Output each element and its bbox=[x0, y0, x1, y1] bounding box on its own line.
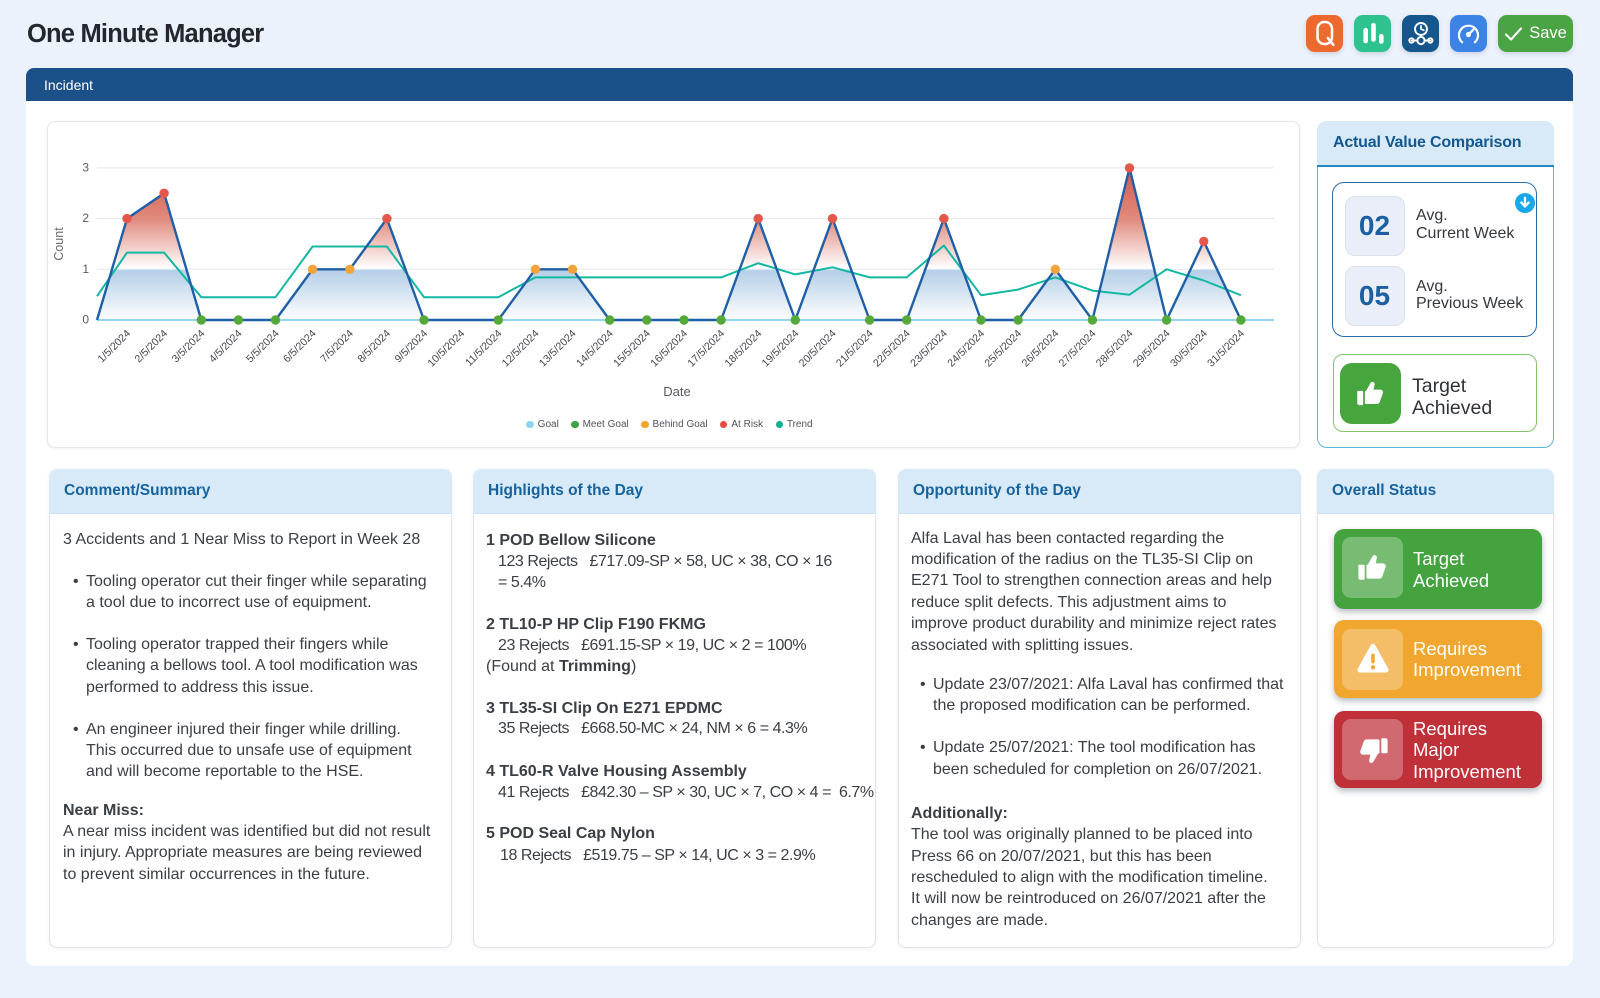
svg-text:30/5/2024: 30/5/2024 bbox=[1168, 328, 1210, 370]
svg-text:29/5/2024: 29/5/2024 bbox=[1131, 328, 1173, 370]
svg-text:18/5/2024: 18/5/2024 bbox=[723, 328, 765, 370]
svg-text:15/5/2024: 15/5/2024 bbox=[611, 328, 653, 370]
svg-text:3/5/2024: 3/5/2024 bbox=[170, 328, 208, 366]
svg-text:27/5/2024: 27/5/2024 bbox=[1057, 328, 1099, 370]
svg-text:12/5/2024: 12/5/2024 bbox=[500, 328, 542, 370]
svg-text:23/5/2024: 23/5/2024 bbox=[908, 328, 950, 370]
svg-text:31/5/2024: 31/5/2024 bbox=[1205, 328, 1247, 370]
svg-text:2/5/2024: 2/5/2024 bbox=[133, 328, 171, 366]
svg-text:9/5/2024: 9/5/2024 bbox=[392, 328, 430, 366]
svg-text:1: 1 bbox=[82, 262, 89, 276]
svg-text:20/5/2024: 20/5/2024 bbox=[797, 328, 839, 370]
svg-text:11/5/2024: 11/5/2024 bbox=[463, 328, 504, 369]
svg-text:14/5/2024: 14/5/2024 bbox=[574, 328, 616, 370]
svg-text:28/5/2024: 28/5/2024 bbox=[1094, 328, 1136, 370]
svg-text:10/5/2024: 10/5/2024 bbox=[426, 328, 468, 370]
svg-text:16/5/2024: 16/5/2024 bbox=[648, 328, 690, 370]
svg-text:Count: Count bbox=[52, 227, 66, 261]
svg-text:25/5/2024: 25/5/2024 bbox=[982, 328, 1024, 370]
svg-text:17/5/2024: 17/5/2024 bbox=[685, 328, 727, 370]
svg-text:2: 2 bbox=[82, 211, 89, 225]
svg-text:8/5/2024: 8/5/2024 bbox=[355, 328, 393, 366]
svg-text:26/5/2024: 26/5/2024 bbox=[1020, 328, 1062, 370]
svg-text:21/5/2024: 21/5/2024 bbox=[834, 328, 876, 370]
svg-text:3: 3 bbox=[82, 160, 89, 174]
svg-text:24/5/2024: 24/5/2024 bbox=[945, 328, 987, 370]
svg-text:0: 0 bbox=[82, 313, 89, 327]
svg-text:6/5/2024: 6/5/2024 bbox=[281, 328, 319, 366]
svg-text:19/5/2024: 19/5/2024 bbox=[760, 328, 802, 370]
svg-text:13/5/2024: 13/5/2024 bbox=[537, 328, 579, 370]
svg-text:5/5/2024: 5/5/2024 bbox=[244, 328, 282, 366]
svg-text:7/5/2024: 7/5/2024 bbox=[318, 328, 356, 366]
svg-text:1/5/2024: 1/5/2024 bbox=[95, 328, 133, 366]
svg-text:4/5/2024: 4/5/2024 bbox=[207, 328, 245, 366]
svg-text:22/5/2024: 22/5/2024 bbox=[871, 328, 913, 370]
svg-text:Date: Date bbox=[663, 384, 690, 399]
